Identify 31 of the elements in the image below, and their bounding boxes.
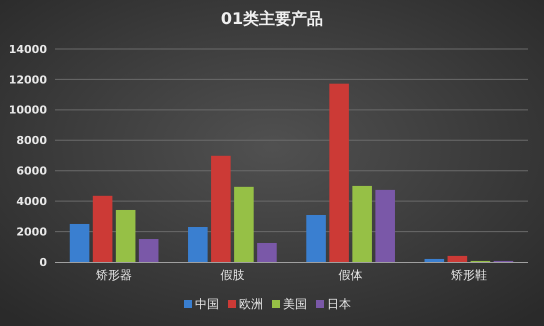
y-tick-label: 4000 bbox=[16, 194, 48, 208]
bar bbox=[329, 84, 349, 262]
x-tick-label: 矫形器 bbox=[96, 268, 132, 282]
y-tick-label: 10000 bbox=[8, 104, 48, 117]
bar bbox=[234, 186, 254, 262]
legend-label: 欧洲 bbox=[239, 297, 263, 312]
x-tick-label: 假肢 bbox=[220, 268, 244, 282]
bar bbox=[375, 190, 395, 262]
bar bbox=[352, 186, 372, 262]
bar bbox=[188, 227, 208, 262]
x-tick-label: 假体 bbox=[338, 268, 363, 282]
bar bbox=[306, 214, 326, 262]
y-tick-label: 0 bbox=[39, 256, 48, 269]
chart-title: 01类主要产品 bbox=[220, 9, 324, 28]
bar bbox=[448, 256, 468, 262]
y-tick-label: 2000 bbox=[16, 225, 48, 238]
bar bbox=[92, 196, 112, 262]
bar bbox=[257, 242, 277, 262]
legend-label: 美国 bbox=[283, 297, 307, 312]
y-tick-label: 14000 bbox=[8, 42, 48, 56]
bar bbox=[70, 224, 90, 262]
bar bbox=[138, 239, 158, 262]
y-tick-label: 12000 bbox=[8, 73, 48, 86]
x-tick-label: 矫形鞋 bbox=[450, 268, 487, 282]
legend-label: 中国 bbox=[195, 297, 219, 312]
y-tick-label: 8000 bbox=[16, 134, 48, 148]
bar bbox=[116, 210, 136, 262]
bar bbox=[211, 156, 231, 262]
y-tick-label: 6000 bbox=[16, 164, 48, 178]
bar bbox=[424, 258, 444, 262]
legend-label: 日本 bbox=[327, 297, 351, 312]
